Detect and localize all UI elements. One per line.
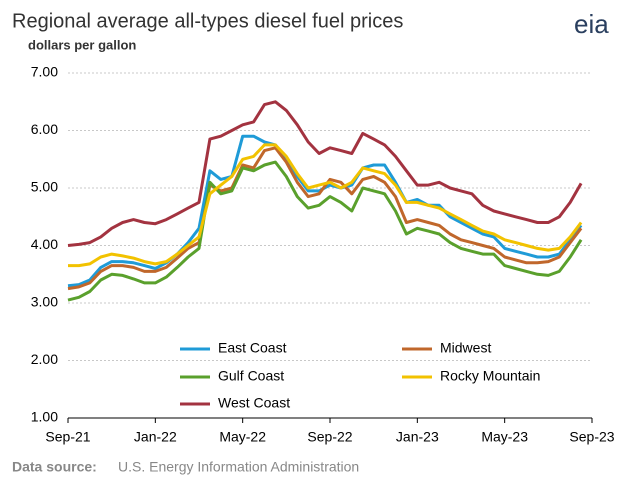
series-line	[67, 160, 583, 302]
x-tick-label: May-22	[219, 429, 266, 445]
legend-label: Rocky Mountain	[440, 368, 540, 384]
y-tick-label: 7.00	[31, 64, 58, 80]
chart-title: Regional average all-types diesel fuel p…	[12, 10, 403, 32]
y-tick-label: 3.00	[31, 294, 58, 310]
legend-label: Midwest	[440, 340, 491, 356]
legend-label: East Coast	[218, 340, 287, 356]
y-tick-label: 6.00	[31, 121, 58, 137]
x-tick-label: Jan-23	[396, 429, 439, 445]
chart-subtitle: dollars per gallon	[28, 37, 136, 52]
source-label: Data source:	[12, 459, 97, 475]
x-tick-label: Sep-23	[569, 429, 614, 445]
y-tick-label: 1.00	[31, 409, 58, 425]
y-tick-label: 4.00	[31, 236, 58, 252]
source: U.S. Energy Information Administration	[118, 459, 359, 475]
x-tick-label: Jan-22	[134, 429, 177, 445]
x-tick-label: May-23	[481, 429, 528, 445]
series-line	[67, 100, 583, 247]
y-tick-label: 2.00	[31, 351, 58, 367]
x-tick-label: Sep-21	[45, 429, 90, 445]
legend-label: West Coast	[218, 395, 290, 411]
y-tick-label: 5.00	[31, 179, 58, 195]
legend-label: Gulf Coast	[218, 368, 284, 384]
x-tick-label: Sep-22	[307, 429, 352, 445]
series-line	[67, 146, 583, 291]
series-line	[68, 143, 583, 268]
logo: eia	[574, 9, 609, 39]
